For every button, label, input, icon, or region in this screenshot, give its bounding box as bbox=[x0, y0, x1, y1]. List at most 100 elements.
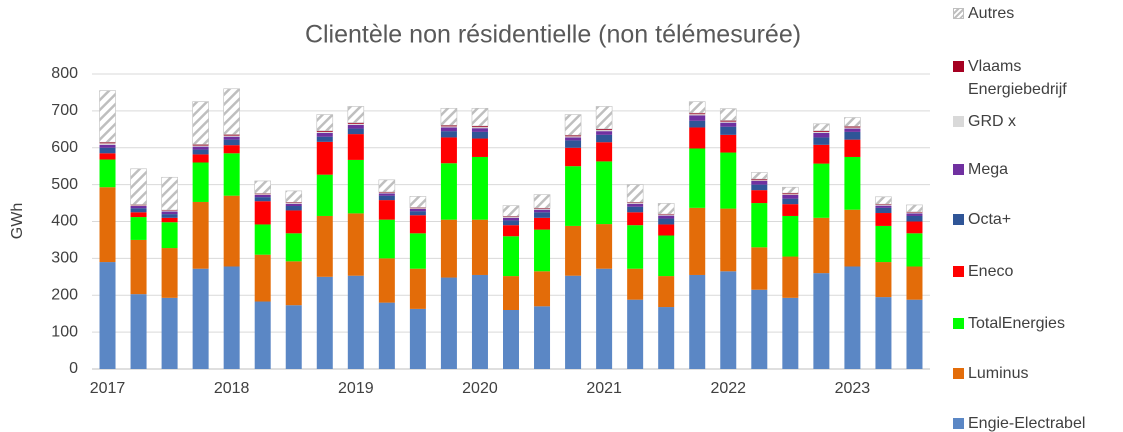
bar-segment bbox=[316, 136, 333, 142]
legend-label: Luminus bbox=[968, 365, 1029, 382]
legend-item: Vlaams Energiebedrijf bbox=[953, 55, 1103, 101]
bar-segment bbox=[285, 261, 302, 306]
bar-segment bbox=[751, 179, 768, 181]
bar-segment bbox=[378, 192, 395, 194]
bar-segment bbox=[130, 294, 147, 369]
bar-segment bbox=[844, 139, 861, 157]
bar-segment bbox=[471, 274, 488, 369]
bar-segment bbox=[658, 214, 675, 216]
bar-segment bbox=[503, 220, 519, 226]
bar-segment bbox=[689, 120, 706, 128]
bar-segment bbox=[782, 198, 799, 205]
bar-segment bbox=[596, 161, 613, 225]
bar-segment bbox=[906, 215, 923, 222]
bar-segment bbox=[223, 136, 240, 140]
bar-segment bbox=[471, 131, 488, 139]
bar-segment bbox=[906, 233, 923, 267]
x-tick-label: 2019 bbox=[338, 380, 374, 397]
bar-segment bbox=[596, 268, 613, 369]
bar-segment bbox=[503, 310, 519, 369]
bar-segment bbox=[471, 128, 488, 132]
bar-segment bbox=[254, 194, 271, 195]
bar-segment bbox=[906, 221, 923, 234]
bar-segment bbox=[720, 152, 737, 209]
bar-segment bbox=[347, 275, 364, 369]
bar-segment bbox=[409, 207, 426, 209]
bar-segment bbox=[161, 217, 178, 223]
bar-segment bbox=[875, 205, 892, 208]
bar-segment bbox=[409, 215, 426, 234]
bar-segment bbox=[596, 134, 613, 143]
bar-segment bbox=[844, 266, 861, 369]
legend-swatch bbox=[953, 116, 964, 127]
bar-segment bbox=[285, 190, 303, 203]
bar-segment bbox=[99, 147, 116, 154]
bar-segment bbox=[720, 134, 737, 153]
bar-segment bbox=[813, 137, 830, 145]
bar-segment bbox=[99, 90, 116, 143]
x-tick-label: 2017 bbox=[90, 380, 126, 397]
bar-segment bbox=[409, 211, 426, 216]
legend-item: Octa+ bbox=[953, 208, 1103, 231]
bar-segment bbox=[534, 217, 551, 230]
bar-segment bbox=[689, 274, 706, 369]
bar-segment bbox=[378, 302, 395, 369]
bar-segment bbox=[813, 130, 830, 132]
bar-segment bbox=[503, 225, 519, 237]
bar-segment bbox=[565, 136, 582, 138]
bar-segment bbox=[99, 153, 116, 160]
bar-segment bbox=[534, 208, 551, 209]
bar-segment bbox=[689, 114, 706, 116]
legend-swatch bbox=[953, 266, 964, 277]
bar-segment bbox=[316, 215, 333, 277]
bar-segment bbox=[192, 145, 209, 147]
bar-segment bbox=[720, 121, 737, 123]
bar-segment bbox=[440, 137, 457, 164]
bar-segment bbox=[503, 217, 519, 218]
y-axis-label: GWh bbox=[9, 203, 26, 239]
bar-segment bbox=[409, 308, 426, 369]
bar-segment bbox=[471, 107, 489, 127]
bar-segment bbox=[161, 176, 178, 211]
bar-segment bbox=[223, 139, 240, 146]
bar-segment bbox=[503, 236, 519, 277]
bar-segment bbox=[875, 225, 892, 263]
bar-segment bbox=[627, 212, 644, 226]
bar-segment bbox=[378, 193, 395, 196]
bar-segment bbox=[595, 106, 613, 130]
bar-segment bbox=[223, 195, 240, 267]
legend-swatch bbox=[953, 8, 964, 19]
bar-segment bbox=[223, 134, 240, 136]
bar-segment bbox=[161, 248, 178, 298]
bar-segment bbox=[192, 144, 209, 146]
bar-segment bbox=[347, 122, 364, 124]
bar-segment bbox=[720, 120, 737, 122]
bar-segment bbox=[533, 194, 551, 209]
bar-segment bbox=[503, 276, 519, 310]
bar-segment bbox=[565, 275, 582, 369]
bar-segment bbox=[627, 206, 644, 213]
bar-segment bbox=[658, 218, 675, 225]
x-tick-label: 2023 bbox=[835, 380, 871, 397]
bar-segment bbox=[254, 194, 271, 198]
bar-segment bbox=[409, 196, 427, 208]
bar-segment bbox=[130, 204, 147, 206]
y-tick-label: 500 bbox=[51, 176, 78, 193]
bar-segment bbox=[254, 224, 271, 255]
bar-segment bbox=[751, 180, 768, 185]
bar-segment bbox=[440, 107, 458, 126]
bar-segment bbox=[161, 211, 178, 215]
bar-segment bbox=[813, 123, 830, 132]
bar-segment bbox=[844, 128, 861, 132]
bar-segment bbox=[565, 147, 582, 167]
legend-label: Vlaams Energiebedrijf bbox=[968, 58, 1067, 98]
bar-segment bbox=[627, 299, 644, 369]
bar-segment bbox=[688, 101, 706, 114]
bar-segment bbox=[378, 195, 395, 201]
bar-segment bbox=[347, 128, 364, 135]
bar-segment bbox=[378, 200, 395, 220]
legend-label: Engie-Electrabel bbox=[968, 415, 1086, 432]
legend-swatch bbox=[953, 214, 964, 225]
